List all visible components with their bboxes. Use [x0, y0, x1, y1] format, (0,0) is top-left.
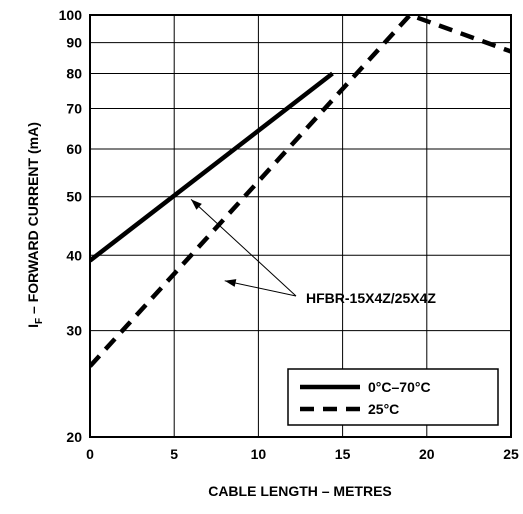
- y-axis-title: IF – FORWARD CURRENT (mA): [25, 122, 45, 328]
- y-tick-label: 60: [66, 141, 82, 157]
- y-tick-label: 80: [66, 66, 82, 82]
- annotation-leader-line: [224, 280, 297, 297]
- y-tick-label: 30: [66, 323, 82, 339]
- plot-frame: [89, 14, 512, 438]
- x-tick-label: 0: [86, 446, 94, 462]
- axis-layer: 0 5 10 15 20 25 20 30 40 50 60 70 80 90 100: [59, 7, 519, 462]
- series-line-1: [90, 15, 511, 368]
- annotation-label: HFBR-15X4Z/25X4Z: [306, 290, 436, 306]
- y-axis-title-rest: – FORWARD CURRENT (mA): [25, 122, 41, 318]
- y-axis-title-subscript: F: [34, 318, 45, 324]
- annotation-arrowhead: [224, 279, 237, 287]
- legend-label-1: 25°C: [368, 401, 399, 417]
- annotation-leader-line: [190, 199, 297, 297]
- y-tick-label: 20: [66, 429, 82, 445]
- series-line-0: [90, 71, 334, 263]
- y-tick-label: 90: [66, 35, 82, 51]
- x-tick-label: 20: [419, 446, 435, 462]
- y-tick-label: 40: [66, 247, 82, 263]
- x-axis-title: CABLE LENGTH – METRES: [208, 483, 392, 499]
- y-axis-title-prefix: I: [25, 324, 41, 328]
- x-tick-label: 5: [170, 446, 178, 462]
- legend-label-0: 0°C–70°C: [368, 379, 431, 395]
- y-tick-label: 50: [66, 189, 82, 205]
- x-tick-label: 25: [503, 446, 519, 462]
- annotation-arrowhead: [191, 199, 202, 210]
- y-tick-label: 100: [59, 7, 83, 23]
- legend: 0°C–70°C 25°C: [287, 368, 499, 426]
- y-tick-label: 70: [66, 101, 82, 117]
- annotation-layer: HFBR-15X4Z/25X4Z: [190, 199, 436, 306]
- legend-box: [287, 368, 499, 426]
- x-tick-label: 10: [251, 446, 267, 462]
- series-layer: [90, 15, 511, 368]
- x-tick-label: 15: [335, 446, 351, 462]
